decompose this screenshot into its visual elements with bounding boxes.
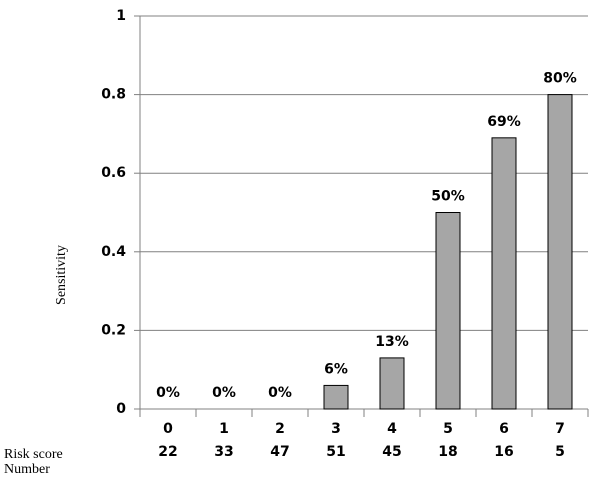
bar — [547, 94, 573, 410]
x-tick-label: 4 — [387, 421, 397, 437]
count-label: 45 — [382, 444, 401, 460]
x-tick-label: 7 — [555, 421, 565, 437]
x-tick-label: 5 — [443, 421, 453, 437]
y-tick-label: 0.4 — [101, 244, 126, 260]
value-label: 50% — [431, 189, 465, 205]
count-label: 16 — [494, 444, 513, 460]
value-label: 0% — [156, 385, 180, 401]
count-label: 51 — [326, 444, 345, 460]
y-tick-label: 0.6 — [101, 165, 126, 181]
count-label: 5 — [555, 444, 565, 460]
y-tick-label: 1 — [116, 8, 126, 24]
y-tick-label: 0 — [116, 401, 126, 417]
value-label: 80% — [543, 71, 577, 87]
value-label: 69% — [487, 114, 521, 130]
value-label: 0% — [268, 385, 292, 401]
value-label: 13% — [375, 334, 409, 350]
bar — [379, 357, 405, 410]
x-tick-label: 6 — [499, 421, 509, 437]
x-tick-label: 0 — [163, 421, 173, 437]
y-tick-label: 0.2 — [101, 322, 126, 338]
value-label: 6% — [324, 361, 348, 377]
count-label: 47 — [270, 444, 289, 460]
bar — [323, 384, 349, 410]
bar — [491, 137, 517, 410]
count-label: 18 — [438, 444, 457, 460]
category-row-label: Risk score — [4, 447, 63, 462]
bar — [435, 212, 461, 410]
y-axis-label: Sensitivity — [54, 245, 69, 305]
value-label: 0% — [212, 385, 236, 401]
count-label: 22 — [158, 444, 177, 460]
x-tick-label: 3 — [331, 421, 341, 437]
x-tick-label: 2 — [275, 421, 285, 437]
count-label: 33 — [214, 444, 233, 460]
x-tick-label: 1 — [219, 421, 229, 437]
counts-row-label: Number — [4, 462, 50, 477]
y-tick-label: 0.8 — [101, 87, 126, 103]
